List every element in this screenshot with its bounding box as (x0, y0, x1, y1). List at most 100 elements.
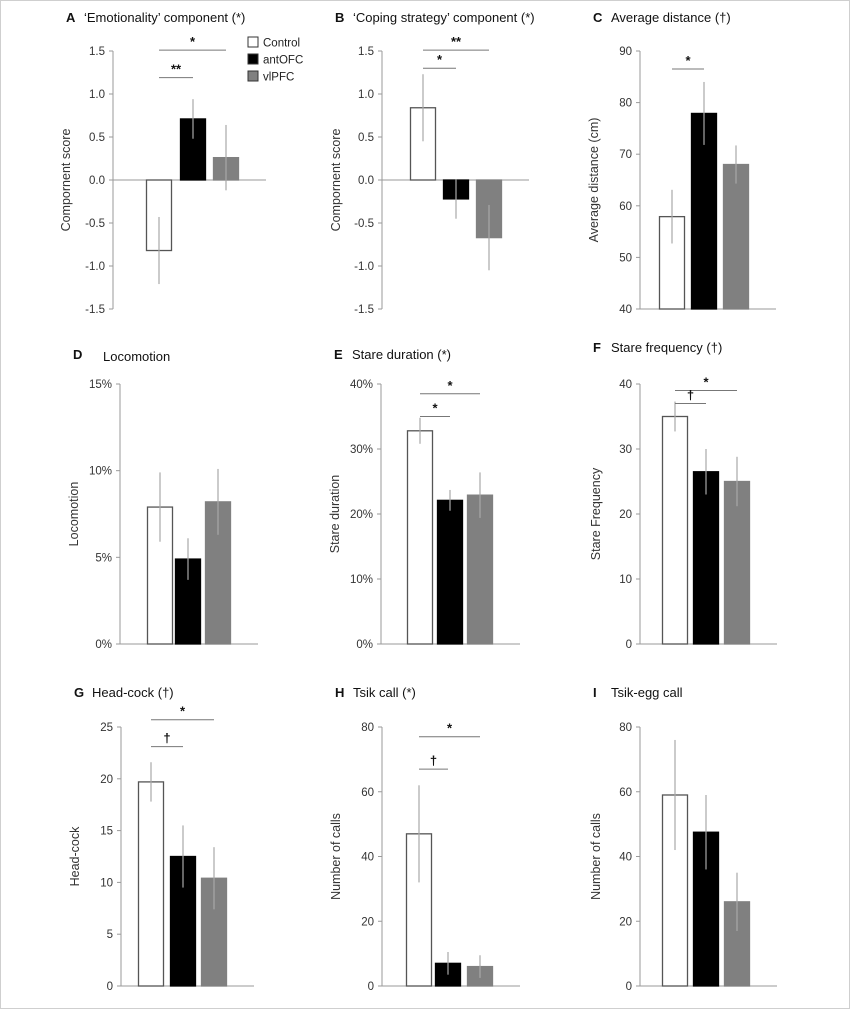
significance-label: † (163, 731, 170, 746)
y-tick-label: 0% (95, 639, 112, 651)
panel-i: I Tsik-egg call 0 20 40 60 80 Number of calls (589, 685, 777, 993)
legend-label: antOFC (263, 55, 303, 67)
significance-label: * (703, 375, 709, 390)
y-axis-label: Stare duration (328, 475, 342, 554)
significance-label: * (447, 721, 453, 736)
panel-title: Head-cock (†) (92, 685, 174, 700)
y-tick-label: 70 (619, 149, 632, 161)
bar-antofc (436, 499, 464, 645)
significance-label: * (180, 704, 186, 719)
y-tick-label: 60 (361, 787, 374, 799)
bar-antofc (692, 471, 720, 645)
y-tick-label: 40% (350, 379, 373, 391)
panel-letter: I (593, 685, 597, 700)
y-tick-label: 25 (100, 722, 113, 734)
y-axis-label: Number of calls (589, 813, 603, 900)
y-tick-label: 0.5 (358, 132, 374, 144)
significance-label: * (190, 34, 196, 49)
y-tick-label: 80 (619, 98, 632, 110)
significance-label: ** (451, 34, 462, 49)
y-tick-label: 0 (626, 639, 632, 651)
y-tick-label: 5% (95, 552, 112, 564)
bar-control (661, 415, 689, 645)
significance-label: * (437, 52, 443, 67)
y-tick-label: 20 (619, 916, 632, 928)
panel-c: C Average distance (†) 40 50 60 70 80 90 Average… (587, 10, 776, 316)
panel-a: A ‘Emotionality’ component (*) -1.5 -1.0 -0.… (59, 10, 266, 316)
y-axis-label: Locomotion (67, 482, 81, 547)
y-tick-label: 0.5 (89, 132, 105, 144)
y-tick-label: 80 (619, 722, 632, 734)
panel-title: Tsik-egg call (611, 685, 683, 700)
panel-b: B ‘Coping strategy’ component (*) -1.5 -1.0… (329, 10, 535, 316)
panel-letter: C (593, 10, 603, 25)
bar-vlpfc (723, 480, 751, 645)
y-tick-label: 20% (350, 509, 373, 521)
bar-control (406, 430, 434, 645)
y-axis-label: Stare Frequency (589, 467, 603, 560)
panel-letter: D (73, 347, 82, 362)
y-tick-label: 1.0 (89, 89, 105, 101)
panel-e: E Stare duration (*) 0% 10% 20% 30% 40% Stare d… (328, 347, 520, 651)
y-axis-label: Compornent score (329, 129, 343, 232)
y-tick-label: 10% (89, 466, 112, 478)
y-tick-label: 20 (619, 509, 632, 521)
y-tick-label: 20 (100, 774, 113, 786)
y-tick-label: 60 (619, 787, 632, 799)
y-tick-label: 20 (361, 916, 374, 928)
y-tick-label: -1.5 (354, 304, 374, 316)
y-axis-label: Number of calls (329, 813, 343, 900)
bar-antofc (690, 112, 718, 310)
significance-label: † (430, 753, 437, 768)
y-tick-label: -1.0 (85, 261, 105, 273)
panel-f: F Stare frequency (†) 0 10 20 30 40 Stare Frequ… (589, 340, 777, 651)
y-tick-label: -1.5 (85, 304, 105, 316)
y-tick-label: 10% (350, 574, 373, 586)
y-tick-label: 0% (356, 639, 373, 651)
y-tick-label: 50 (619, 252, 632, 264)
legend-swatch (247, 53, 259, 65)
y-tick-label: 0 (626, 981, 632, 993)
y-tick-label: 40 (619, 852, 632, 864)
y-tick-label: -1.0 (354, 261, 374, 273)
y-axis-label: Head-cock (68, 826, 82, 886)
y-tick-label: 80 (361, 722, 374, 734)
y-tick-label: 10 (619, 574, 632, 586)
bar-vlpfc (722, 163, 750, 310)
y-tick-label: 0.0 (358, 175, 374, 187)
panel-title: Stare frequency (†) (611, 340, 722, 355)
y-tick-label: 0.0 (89, 175, 105, 187)
y-axis-label: Average distance (cm) (587, 118, 601, 243)
y-tick-label: 5 (107, 929, 113, 941)
y-tick-label: 15% (89, 379, 112, 391)
y-tick-label: -0.5 (354, 218, 374, 230)
legend-label: vlPFC (263, 72, 294, 84)
panel-g: G Head-cock (†) 0 5 10 15 20 25 Head-cock * † (68, 685, 254, 993)
y-axis-label: Compornent score (59, 129, 73, 232)
y-tick-label: 40 (619, 304, 632, 316)
y-tick-label: -0.5 (85, 218, 105, 230)
y-tick-label: 60 (619, 201, 632, 213)
panel-title: Average distance (†) (611, 10, 731, 25)
legend-swatch (247, 70, 259, 82)
y-tick-label: 40 (361, 852, 374, 864)
panel-title: Locomotion (103, 349, 170, 364)
significance-label: * (685, 53, 691, 68)
panel-title: Stare duration (*) (352, 347, 451, 362)
bar-control (405, 833, 433, 987)
y-tick-label: 0 (368, 981, 374, 993)
panel-title: Tsik call (*) (353, 685, 416, 700)
panel-letter: B (335, 10, 344, 25)
y-tick-label: 10 (100, 877, 113, 889)
y-tick-label: 40 (619, 379, 632, 391)
y-tick-label: 1.5 (358, 46, 374, 58)
significance-label: * (432, 401, 438, 416)
y-tick-label: 0 (107, 981, 113, 993)
significance-label: † (687, 388, 694, 403)
y-tick-label: 90 (619, 46, 632, 58)
legend-label: Control (263, 38, 300, 50)
significance-label: ** (171, 62, 182, 77)
legend: Control antOFC vlPFC (247, 36, 303, 84)
significance-label: * (447, 378, 453, 393)
